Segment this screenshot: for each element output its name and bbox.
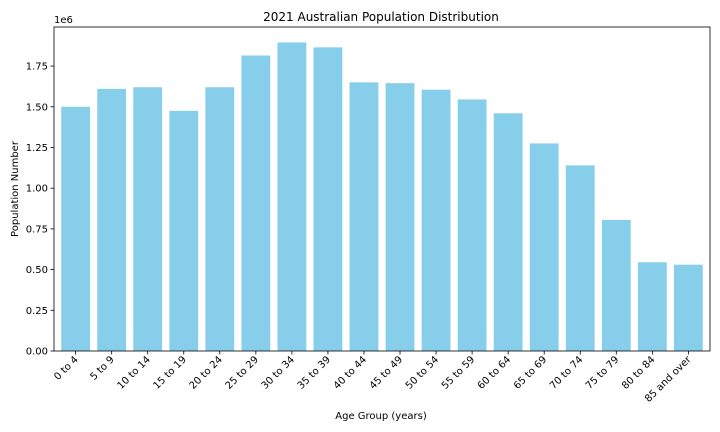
bar-40-to-44: [349, 82, 379, 351]
y-tick-label: 1.50: [26, 102, 48, 113]
bar-25-to-29: [241, 55, 271, 351]
bar-0-to-4: [61, 106, 91, 351]
y-tick-label: 0.00: [26, 347, 48, 358]
chart-title: 2021 Australian Population Distribution: [263, 10, 499, 24]
x-tick-label: 80 to 84: [620, 354, 657, 391]
x-tick-label: 25 to 29: [224, 354, 261, 391]
y-tick-label: 0.25: [26, 306, 48, 317]
y-tick-label: 1.75: [26, 62, 48, 73]
bar-65-to-69: [529, 143, 559, 351]
x-tick-label: 70 to 74: [548, 354, 585, 391]
y-axis-offset-label: 1e6: [54, 15, 73, 26]
bar-50-to-54: [421, 89, 451, 352]
x-tick-label: 60 to 64: [476, 354, 513, 391]
bar-35-to-39: [313, 47, 343, 352]
bar-30-to-34: [277, 42, 307, 351]
y-tick-label: 0.50: [26, 265, 48, 276]
bar-45-to-49: [385, 83, 415, 352]
bar-20-to-24: [205, 87, 235, 351]
bar-60-to-64: [493, 113, 523, 351]
x-tick-label: 15 to 19: [152, 354, 189, 391]
x-tick-label: 45 to 49: [368, 354, 405, 391]
x-tick-label: 5 to 9: [88, 354, 116, 382]
bar-85-and-over: [673, 264, 703, 351]
x-tick-label: 55 to 59: [440, 354, 477, 391]
y-tick-label: 1.00: [26, 184, 48, 195]
x-tick-label: 30 to 34: [260, 354, 297, 391]
bar-80-to-84: [637, 262, 667, 351]
plot-area: 0.00 0.25 0.50 0.75 1.00 1.25 1.50 1.75 0 to 4 5 …: [26, 26, 711, 405]
x-tick-label: 35 to 39: [296, 354, 333, 391]
x-tick-label: 65 to 69: [512, 354, 549, 391]
x-tick-label: 50 to 54: [404, 354, 441, 391]
x-tick-label: 75 to 79: [584, 354, 621, 391]
x-tick-label: 40 to 44: [332, 354, 369, 391]
y-tick-label: 0.75: [26, 224, 48, 235]
y-tick-label: 1.25: [26, 143, 48, 154]
bar-15-to-19: [169, 110, 199, 351]
x-tick-label: 20 to 24: [188, 354, 225, 391]
plot-frame: [53, 26, 711, 352]
bar-10-to-14: [133, 87, 163, 351]
x-tick-label: 0 to 4: [52, 354, 80, 382]
x-tick-label: 10 to 14: [115, 354, 152, 391]
bar-55-to-59: [457, 99, 487, 351]
bar-70-to-74: [565, 165, 595, 351]
x-axis-title: Age Group (years): [335, 411, 427, 422]
y-axis-title: Population Number: [10, 140, 21, 237]
bar-5-to-9: [97, 88, 127, 351]
bar-75-to-79: [601, 219, 631, 351]
